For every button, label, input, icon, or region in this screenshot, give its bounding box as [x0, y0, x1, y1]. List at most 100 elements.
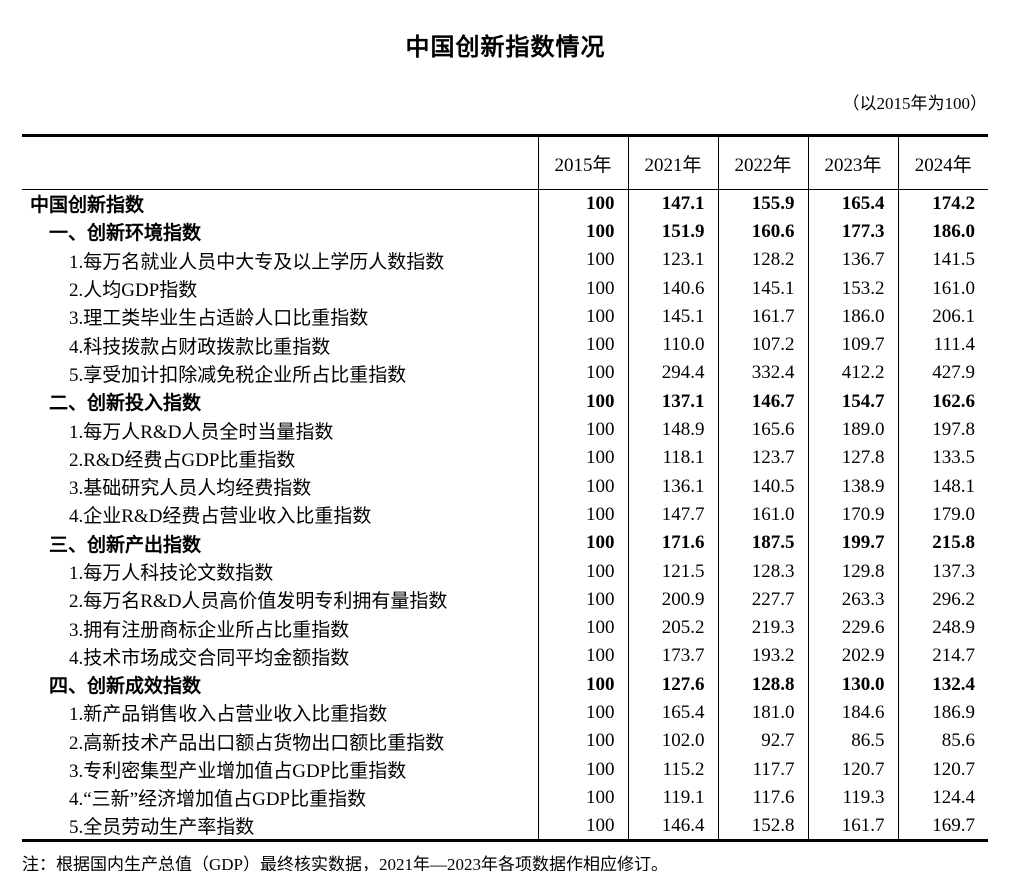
cell-value: 199.7: [807, 529, 898, 558]
row-label: 二、创新投入指数: [49, 393, 202, 415]
cell-value: 161.7: [717, 302, 808, 331]
cell-value: 171.6: [627, 529, 718, 558]
cell-value: 332.4: [717, 359, 808, 388]
base-year-note: （以2015年为100）: [842, 94, 988, 113]
row-label: 1.新产品销售收入占营业收入比重指数: [69, 704, 388, 726]
table-row: 2.人均GDP指数 100 140.6 145.1 153.2 161.0: [22, 274, 988, 303]
cell-value: 202.9: [807, 642, 898, 671]
table-body: 中国创新指数 100 147.1 155.9 165.4 174.2 一、创新环境指数 100…: [22, 189, 988, 841]
cell-value: 162.6: [897, 387, 988, 416]
cell-value: 214.7: [897, 642, 988, 671]
table-row: 中国创新指数 100 147.1 155.9 165.4 174.2: [22, 189, 988, 218]
cell-value: 100: [537, 698, 628, 728]
row-label: 3.拥有注册商标企业所占比重指数: [69, 619, 350, 641]
row-label: 2.R&D经费占GDP比重指数: [69, 449, 296, 471]
cell-value: 161.0: [717, 500, 808, 530]
cell-value: 100: [537, 783, 628, 813]
header-row: 2015年 2021年 2022年 2023年 2024年: [22, 135, 988, 190]
cell-value: 100: [537, 642, 628, 671]
cell-value: 128.2: [717, 246, 808, 275]
cell-value: 102.0: [627, 727, 718, 756]
row-label: 5.享受加计扣除减免税企业所占比重指数: [69, 364, 407, 386]
cell-value: 146.4: [627, 812, 718, 841]
cell-value: 132.4: [897, 670, 988, 699]
cell-value: 100: [537, 359, 628, 388]
cell-value: 186.9: [897, 698, 988, 728]
cell-value: 100: [537, 670, 628, 699]
cell-value: 147.7: [627, 500, 718, 530]
cell-value: 100: [537, 529, 628, 558]
row-label: 4.企业R&D经费占营业收入比重指数: [69, 506, 372, 528]
row-label: 3.理工类毕业生占适龄人口比重指数: [69, 308, 369, 330]
row-label: 中国创新指数: [30, 195, 145, 217]
column-header-empty: [22, 135, 538, 190]
footnote: 注：根据国内生产总值（GDP）最终核实数据，2021年—2023年各项数据作相应…: [22, 855, 669, 871]
cell-value: 170.9: [807, 500, 898, 530]
cell-value: 187.5: [717, 529, 808, 558]
cell-value: 100: [537, 812, 628, 841]
cell-value: 154.7: [807, 387, 898, 416]
cell-value: 206.1: [897, 302, 988, 331]
cell-value: 111.4: [897, 330, 988, 360]
cell-value: 179.0: [897, 500, 988, 530]
cell-value: 100: [537, 217, 628, 247]
cell-value: 109.7: [807, 330, 898, 360]
row-label: 1.每万人R&D人员全时当量指数: [69, 421, 334, 443]
cell-value: 205.2: [627, 613, 718, 643]
cell-value: 100: [537, 246, 628, 275]
cell-value: 100: [537, 189, 628, 218]
cell-value: 148.9: [627, 415, 718, 445]
cell-value: 127.8: [807, 444, 898, 473]
cell-value: 165.4: [807, 189, 898, 218]
table-row: 5.享受加计扣除减免税企业所占比重指数 100 294.4 332.4 412.2 427…: [22, 359, 988, 388]
cell-value: 100: [537, 755, 628, 784]
cell-value: 128.8: [717, 670, 808, 699]
index-table: 2015年 2021年 2022年 2023年 2024年 中国创新指数 100 1…: [22, 134, 988, 843]
cell-value: 100: [537, 387, 628, 416]
row-label: 四、创新成效指数: [49, 676, 202, 698]
cell-value: 129.8: [807, 557, 898, 586]
cell-value: 136.7: [807, 246, 898, 275]
cell-value: 173.7: [627, 642, 718, 671]
column-header-2015: 2015年: [537, 135, 628, 190]
cell-value: 151.9: [627, 217, 718, 247]
cell-value: 193.2: [717, 642, 808, 671]
cell-value: 165.6: [717, 415, 808, 445]
row-label: 4.技术市场成交合同平均金额指数: [69, 647, 350, 669]
column-header-2024: 2024年: [897, 135, 988, 190]
cell-value: 294.4: [627, 359, 718, 388]
row-label: 2.每万名R&D人员高价值发明专利拥有量指数: [69, 591, 448, 613]
cell-value: 130.0: [807, 670, 898, 699]
table-row: 4.技术市场成交合同平均金额指数 100 173.7 193.2 202.9 214.7: [22, 642, 988, 671]
cell-value: 100: [537, 727, 628, 756]
cell-value: 100: [537, 585, 628, 614]
cell-value: 155.9: [717, 189, 808, 218]
cell-value: 117.7: [717, 755, 808, 784]
cell-value: 137.3: [897, 557, 988, 586]
table-row: 二、创新投入指数 100 137.1 146.7 154.7 162.6: [22, 387, 988, 416]
cell-value: 92.7: [717, 727, 808, 756]
cell-value: 145.1: [627, 302, 718, 331]
cell-value: 138.9: [807, 472, 898, 501]
cell-value: 140.6: [627, 274, 718, 303]
cell-value: 115.2: [627, 755, 718, 784]
row-label: 2.高新技术产品出口额占货物出口额比重指数: [69, 732, 445, 754]
cell-value: 100: [537, 613, 628, 643]
cell-value: 100: [537, 302, 628, 331]
row-label: 一、创新环境指数: [49, 223, 202, 245]
table-row: 2.R&D经费占GDP比重指数 100 118.1 123.7 127.8 133.5: [22, 444, 988, 473]
cell-value: 152.8: [717, 812, 808, 841]
table-row: 1.新产品销售收入占营业收入比重指数 100 165.4 181.0 184.6 186.…: [22, 698, 988, 728]
row-label: 1.每万名就业人员中大专及以上学历人数指数: [69, 251, 445, 273]
cell-value: 160.6: [717, 217, 808, 247]
table-row: 3.专利密集型产业增加值占GDP比重指数 100 115.2 117.7 120.7 12…: [22, 755, 988, 784]
cell-value: 296.2: [897, 585, 988, 614]
table-row: 3.理工类毕业生占适龄人口比重指数 100 145.1 161.7 186.0 206.1: [22, 302, 988, 331]
cell-value: 153.2: [807, 274, 898, 303]
cell-value: 123.7: [717, 444, 808, 473]
cell-value: 189.0: [807, 415, 898, 445]
cell-value: 161.7: [807, 812, 898, 841]
cell-value: 248.9: [897, 613, 988, 643]
cell-value: 184.6: [807, 698, 898, 728]
cell-value: 100: [537, 444, 628, 473]
